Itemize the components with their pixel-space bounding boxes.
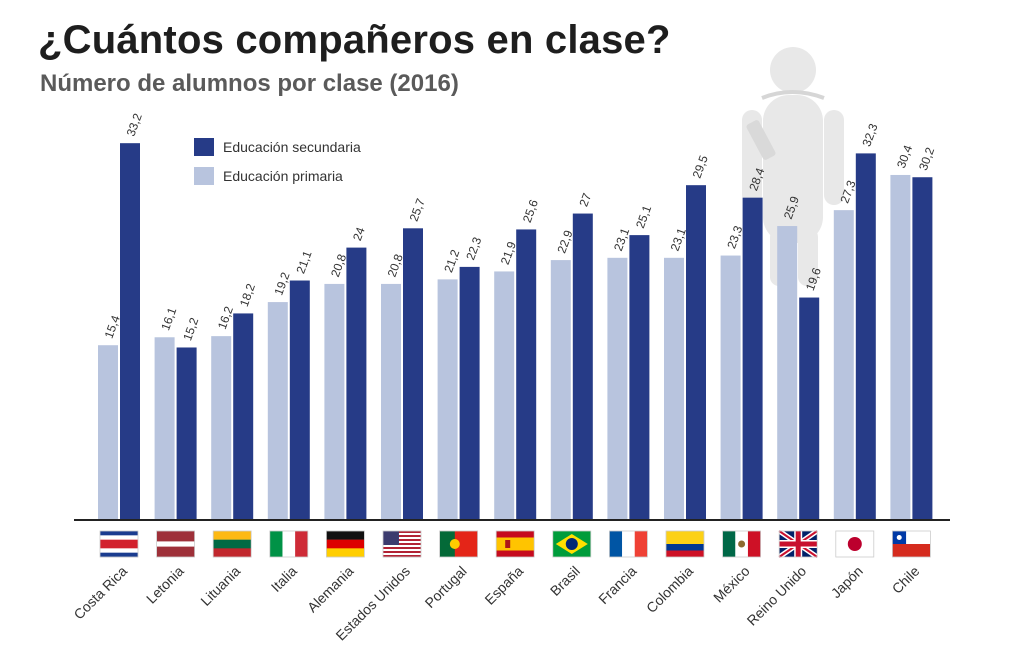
- category-label: Colombia: [643, 563, 696, 616]
- chart-title: ¿Cuántos compañeros en clase?: [38, 18, 671, 62]
- bar-secundaria: [799, 297, 820, 520]
- data-label-primaria: 20,8: [385, 252, 406, 279]
- legend-swatch-secundaria: [194, 138, 214, 156]
- bar-primaria: [267, 302, 288, 520]
- bar-primaria: [324, 283, 345, 520]
- bar-secundaria: [120, 143, 140, 520]
- data-label-primaria: 22,9: [554, 228, 575, 255]
- category-label: Costa Rica: [70, 563, 130, 623]
- flag-brazil-icon: [552, 530, 592, 558]
- bar-secundaria: [516, 229, 537, 520]
- bar-primaria: [890, 174, 911, 520]
- data-label-secundaria: 25,7: [407, 196, 428, 223]
- bar-secundaria: [912, 177, 933, 521]
- data-label-secundaria: 24: [350, 225, 368, 243]
- category-label: Chile: [889, 563, 923, 597]
- legend-swatch-primaria: [194, 167, 214, 185]
- data-label-secundaria: 25,1: [633, 203, 654, 230]
- category-label: Japón: [828, 563, 866, 601]
- category-label: Portugal: [422, 563, 470, 611]
- bar-secundaria: [572, 213, 593, 521]
- bar-secundaria: [289, 280, 310, 520]
- bar-primaria: [777, 226, 798, 520]
- data-label-secundaria: 27: [576, 191, 594, 209]
- legend-label-secundaria: Educación secundaria: [223, 139, 361, 155]
- flag-uk-icon: [777, 528, 819, 560]
- bar-secundaria: [742, 197, 763, 520]
- data-label-secundaria: 15,2: [180, 315, 201, 342]
- data-label-secundaria: 21,1: [293, 248, 314, 275]
- bar-secundaria: [346, 247, 367, 520]
- bar-primaria: [154, 337, 175, 520]
- data-label-secundaria: 33,2: [124, 111, 145, 138]
- bar-secundaria: [855, 153, 876, 520]
- flag-mexico-icon: [722, 530, 761, 558]
- data-label-secundaria: 29,5: [690, 153, 711, 180]
- data-label-primaria: 19,2: [271, 270, 292, 297]
- legend-label-primaria: Educación primaria: [223, 168, 343, 184]
- flag-spain-icon: [495, 530, 535, 558]
- flag-latvia-icon: [156, 530, 196, 558]
- bar-primaria: [211, 336, 232, 520]
- bar-primaria: [833, 210, 854, 520]
- data-label-primaria: 21,2: [441, 247, 462, 274]
- data-label-primaria: 21,9: [498, 239, 519, 266]
- bar-primaria: [98, 345, 118, 520]
- data-label-primaria: 16,2: [215, 304, 236, 331]
- flag-japan-icon: [835, 530, 875, 558]
- data-label-primaria: 23,1: [611, 226, 632, 253]
- bar-secundaria: [686, 185, 706, 521]
- chart-subtitle: Número de alumnos por clase (2016): [40, 70, 459, 97]
- bar-primaria: [437, 279, 458, 520]
- data-label-primaria: 16,1: [158, 305, 179, 332]
- data-label-primaria: 20,8: [328, 252, 349, 279]
- data-label-primaria: 23,1: [668, 226, 689, 253]
- bar-secundaria: [403, 228, 423, 520]
- category-label: México: [710, 563, 753, 606]
- flag-portugal-icon: [439, 530, 479, 558]
- data-label-secundaria: 22,3: [463, 235, 484, 262]
- category-label: Lituania: [197, 563, 243, 609]
- category-label: Reino Unido: [744, 563, 810, 629]
- flag-colombia-icon: [665, 530, 705, 558]
- category-label: Italia: [268, 563, 300, 595]
- bar-secundaria: [176, 347, 197, 520]
- category-label: Letonia: [143, 563, 187, 607]
- bar-primaria: [494, 271, 515, 520]
- category-label: España: [481, 563, 526, 608]
- bar-primaria: [550, 260, 571, 520]
- flag-usa-icon: [382, 530, 422, 558]
- category-label: Brasil: [547, 563, 583, 599]
- bar-secundaria: [233, 313, 254, 520]
- data-label-secundaria: 18,2: [237, 281, 258, 308]
- bar-primaria: [664, 257, 684, 520]
- bar-secundaria: [459, 266, 480, 520]
- data-label-primaria: 15,4: [102, 313, 123, 340]
- legend: Educación secundaria Educación primaria: [194, 138, 361, 185]
- bar-secundaria: [629, 235, 650, 521]
- data-label-secundaria: 30,2: [916, 145, 937, 172]
- data-label-primaria: 30,4: [894, 143, 915, 170]
- category-label: Francia: [595, 563, 639, 607]
- data-label-primaria: 23,3: [724, 224, 745, 251]
- bar-primaria: [720, 255, 741, 521]
- category-label: Alemania: [304, 563, 357, 616]
- flag-france-icon: [609, 530, 648, 558]
- flag-costa-rica-icon: [99, 530, 139, 558]
- flag-lithuania-icon: [212, 530, 252, 558]
- flag-italy-icon: [269, 530, 309, 558]
- data-label-secundaria: 25,6: [520, 197, 541, 224]
- flag-chile-icon: [892, 530, 931, 558]
- flag-germany-icon: [325, 530, 365, 558]
- bar-primaria: [381, 283, 401, 520]
- data-label-secundaria: 32,3: [859, 121, 880, 148]
- bar-primaria: [607, 257, 628, 520]
